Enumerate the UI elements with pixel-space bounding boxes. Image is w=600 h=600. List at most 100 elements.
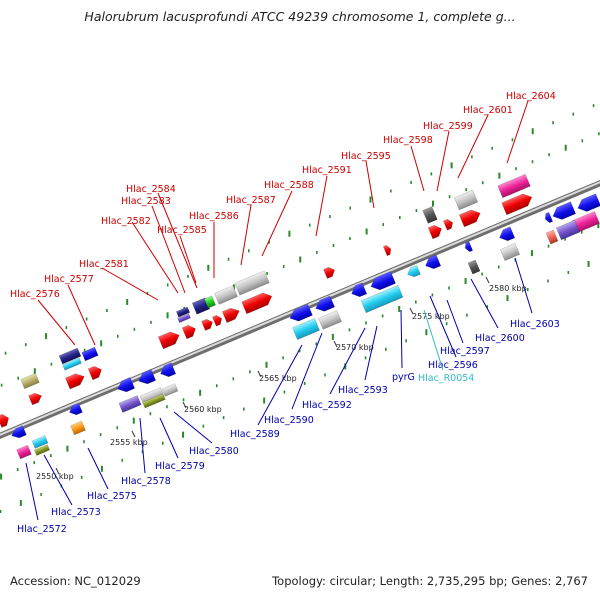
gene-label-reverse[interactable]: Hlac_2596 [428, 360, 478, 371]
gene-feature-glyph[interactable] [555, 219, 581, 241]
gene-feature-glyph[interactable] [241, 290, 275, 315]
gene-feature-glyph[interactable] [501, 191, 535, 216]
gene-label-forward[interactable]: Hlac_2598 [383, 135, 433, 146]
gene-feature-glyph[interactable] [136, 369, 157, 386]
gene-feature-glyph[interactable] [423, 254, 442, 271]
gene-feature-glyph[interactable] [10, 425, 27, 441]
gene-feature-glyph[interactable] [181, 323, 198, 340]
genome-summary-text: Topology: circular; Length: 2,735,295 bp… [272, 574, 588, 588]
gene-feature-glyph[interactable] [422, 206, 438, 224]
gene-label-reverse[interactable]: Hlac_2579 [155, 461, 205, 472]
gene-feature-glyph[interactable] [20, 372, 40, 390]
gene-feature-glyph[interactable] [28, 391, 44, 406]
tick-mark [409, 307, 414, 315]
tick-mark [485, 276, 490, 284]
gene-feature-glyph[interactable] [349, 282, 368, 299]
gene-feature-glyph[interactable] [543, 211, 554, 224]
gene-feature-glyph[interactable] [467, 259, 481, 275]
gene-feature-glyph[interactable] [115, 377, 136, 394]
gene-label-reverse[interactable]: Hlac_2572 [17, 524, 67, 535]
gene-feature-glyph[interactable] [118, 395, 142, 413]
gene-label-forward[interactable]: Hlac_2586 [189, 211, 239, 222]
gene-feature-glyph[interactable] [545, 229, 559, 245]
gene-feature-glyph[interactable] [443, 218, 454, 231]
gene-feature-glyph[interactable] [453, 189, 479, 211]
gene-feature-glyph[interactable] [499, 243, 521, 261]
gene-label-forward[interactable]: Hlac_2576 [10, 289, 60, 300]
gene-feature-glyph[interactable] [161, 383, 179, 397]
gene-feature-glyph[interactable] [427, 223, 444, 240]
gene-label-reverse[interactable]: Hlac_2593 [338, 385, 388, 396]
gene-label-forward[interactable]: Hlac_2583 [121, 196, 171, 207]
gene-feature-glyph[interactable] [87, 364, 104, 381]
gene-feature-glyph[interactable] [62, 357, 82, 371]
gene-feature-glyph[interactable] [16, 444, 32, 460]
tick-label: 2575 kbp [412, 312, 450, 321]
reverse-gene-labels: Hlac_2572 Hlac_2573 Hlac_2575 Hlac_2578 … [17, 257, 560, 535]
tick-label: 2550 kbp [36, 472, 74, 481]
gene-feature-glyph[interactable] [313, 295, 335, 314]
gene-label-forward[interactable]: Hlac_2577 [44, 274, 94, 285]
gene-label-reverse[interactable]: Hlac_2578 [121, 476, 171, 487]
gene-label-forward[interactable]: Hlac_2591 [302, 165, 352, 176]
gene-feature-glyph[interactable] [81, 346, 99, 362]
gene-label-forward[interactable]: Hlac_2582 [101, 216, 151, 227]
gene-feature-glyph[interactable] [497, 173, 531, 199]
gene-label-forward[interactable]: Hlac_2604 [506, 91, 556, 102]
gene-feature-glyph[interactable] [31, 435, 49, 449]
gene-label-reverse[interactable]: Hlac_2603 [510, 319, 560, 330]
tick-label: 2560 kbp [184, 405, 222, 414]
gene-feature-glyph[interactable] [323, 265, 336, 279]
gene-label-forward[interactable]: Hlac_2595 [341, 151, 391, 162]
gene-label-reverse[interactable]: Hlac_2575 [87, 491, 137, 502]
gene-feature-glyph[interactable] [221, 305, 241, 323]
map-title: Halorubrum lacusprofundi ATCC 49239 chro… [84, 9, 516, 24]
gene-label-reverse[interactable]: Hlac_2580 [189, 446, 239, 457]
gene-label-reverse[interactable]: Hlac_2573 [51, 507, 101, 518]
gene-feature-glyph[interactable] [406, 264, 421, 279]
gene-feature-glyph[interactable] [292, 318, 320, 340]
gene-label-forward[interactable]: Hlac_2581 [79, 259, 129, 270]
gene-feature-glyph[interactable] [157, 329, 181, 350]
gene-feature-glyph[interactable] [550, 201, 576, 223]
gene-feature-glyph[interactable] [70, 420, 86, 436]
gene-label-forward[interactable]: Hlac_2585 [157, 225, 207, 236]
gene-label-reverse[interactable]: Hlac_2592 [302, 400, 352, 411]
gene-feature-glyph[interactable] [212, 314, 223, 327]
gene-feature-glyph[interactable] [382, 244, 392, 257]
tick-label: 2565 kbp [259, 374, 297, 383]
gene-feature-glyph[interactable] [458, 207, 482, 228]
gene-feature-glyph[interactable] [234, 270, 270, 296]
gene-feature-glyph[interactable] [175, 306, 191, 318]
gene-feature-glyph[interactable] [360, 284, 404, 314]
gene-label-reverse[interactable]: Hlac_2600 [475, 333, 525, 344]
gene-label-rna[interactable]: Hlac_R0054 [418, 373, 474, 384]
gene-feature-glyph[interactable] [142, 393, 166, 409]
gene-feature-glyph[interactable] [463, 240, 474, 253]
gene-label-reverse[interactable]: Hlac_2589 [230, 429, 280, 440]
gene-feature-glyph[interactable] [575, 193, 600, 215]
gene-feature-glyph[interactable] [204, 295, 216, 309]
gene-label-reverse[interactable]: Hlac_2590 [264, 415, 314, 426]
gene-feature-glyph[interactable] [0, 413, 11, 428]
gene-feature-glyph[interactable] [34, 444, 50, 456]
gene-label-forward[interactable]: Hlac_2584 [126, 184, 176, 195]
gene-label-forward[interactable]: Hlac_2599 [423, 121, 473, 132]
gene-feature-glyph[interactable] [177, 313, 191, 323]
gc-dot-rings [0, 104, 600, 514]
gene-feature-glyph[interactable] [65, 371, 86, 390]
gene-label-reverse[interactable]: Hlac_2597 [440, 346, 490, 357]
gene-feature-glyph[interactable] [58, 347, 82, 365]
gene-label-reverse[interactable]: pyrG [392, 372, 415, 383]
gene-feature-glyph[interactable] [288, 303, 313, 324]
gene-label-forward[interactable]: Hlac_2588 [264, 180, 314, 191]
gene-feature-glyph[interactable] [368, 271, 396, 292]
gene-feature-glyph[interactable] [214, 285, 238, 305]
gene-label-forward[interactable]: Hlac_2601 [463, 105, 513, 116]
gene-feature-glyph[interactable] [497, 226, 516, 243]
gene-feature-glyph[interactable] [201, 317, 214, 331]
gene-feature-glyph[interactable] [158, 362, 177, 379]
gene-label-forward[interactable]: Hlac_2587 [226, 195, 276, 206]
gene-feature-glyph[interactable] [68, 402, 83, 417]
gene-feature-glyph[interactable] [318, 310, 342, 330]
